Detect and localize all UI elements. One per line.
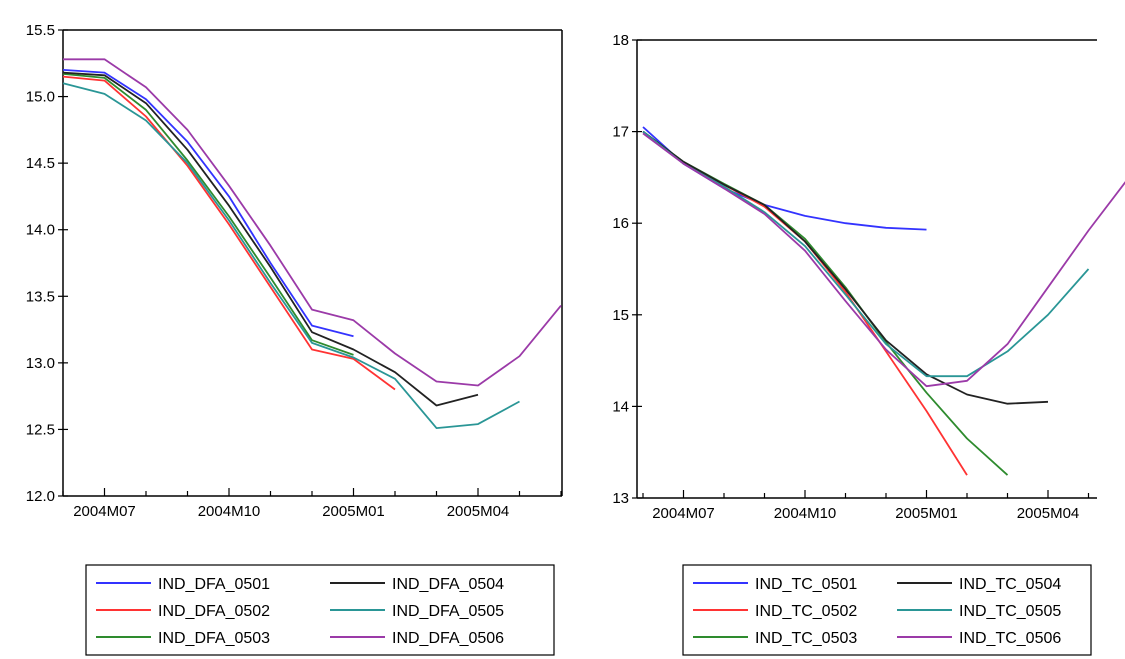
y-tick-label: 12.5 (26, 421, 55, 438)
series-line-ind-tc-0506 (642, 132, 1125, 388)
y-tick-label: 14.5 (26, 155, 55, 172)
y-tick-label: 15 (612, 307, 629, 324)
x-tick-label: 2004M10 (198, 503, 261, 520)
series-line-ind-dfa-0506 (63, 58, 562, 387)
legend-label: IND_TC_0504 (959, 576, 1061, 593)
x-tick-label: 2005M01 (895, 505, 958, 522)
y-tick-label: 13.0 (26, 355, 55, 372)
legend-label: IND_TC_0506 (959, 630, 1061, 647)
y-tick-label: 16 (612, 215, 629, 232)
x-tick-label: 2005M01 (322, 503, 385, 520)
legend-label: IND_DFA_0506 (392, 630, 504, 647)
series-line-ind-dfa-0501 (62, 69, 354, 338)
y-tick-label: 13 (612, 490, 629, 507)
legend-label: IND_TC_0501 (755, 576, 857, 593)
legend-label: IND_DFA_0504 (392, 576, 504, 593)
series-line-ind-tc-0502 (642, 130, 968, 476)
y-tick-label: 18 (612, 32, 629, 49)
x-tick-label: 2004M07 (652, 505, 715, 522)
y-tick-label: 15.5 (26, 22, 55, 39)
series-line-ind-dfa-0504 (62, 71, 479, 407)
x-tick-label: 2004M10 (774, 505, 837, 522)
series-line-ind-tc-0505 (642, 130, 1090, 378)
series-line-ind-tc-0504 (642, 130, 1049, 405)
y-tick-label: 15.0 (26, 89, 55, 106)
series-line-ind-dfa-0502 (62, 75, 396, 391)
legend-label: IND_DFA_0503 (158, 630, 270, 647)
right-chart-panel: 13 14 15 16 17 18 2004M07 2004M10 2005M01 2005M04… (612, 32, 1125, 656)
y-tick-label: 14 (612, 398, 629, 415)
series-line-ind-dfa-0503 (62, 73, 354, 356)
x-tick-label: 2005M04 (447, 503, 510, 520)
x-tick-label: 2005M04 (1017, 505, 1080, 522)
series-line-ind-dfa-0505 (62, 82, 520, 430)
y-tick-label: 13.5 (26, 288, 55, 305)
series-line-ind-tc-0503 (642, 130, 1009, 476)
legend-label: IND_TC_0503 (755, 630, 857, 647)
legend-label: IND_TC_0502 (755, 603, 857, 620)
legend-box (682, 564, 1092, 656)
legend-label: IND_TC_0505 (959, 603, 1061, 620)
legend-box (85, 564, 555, 656)
legend-label: IND_DFA_0501 (158, 576, 270, 593)
series-line-ind-tc-0501 (642, 126, 927, 231)
legend-label: IND_DFA_0502 (158, 603, 270, 620)
y-tick-label: 17 (612, 124, 629, 141)
y-tick-label: 12.0 (26, 488, 55, 505)
left-chart-panel: 12.0 12.5 13.0 13.5 14.0 14.5 15.0 15.5 2004M07 2… (26, 22, 563, 656)
legend-label: IND_DFA_0505 (392, 603, 504, 620)
y-tick-label: 14.0 (26, 222, 55, 239)
x-tick-label: 2004M07 (73, 503, 136, 520)
